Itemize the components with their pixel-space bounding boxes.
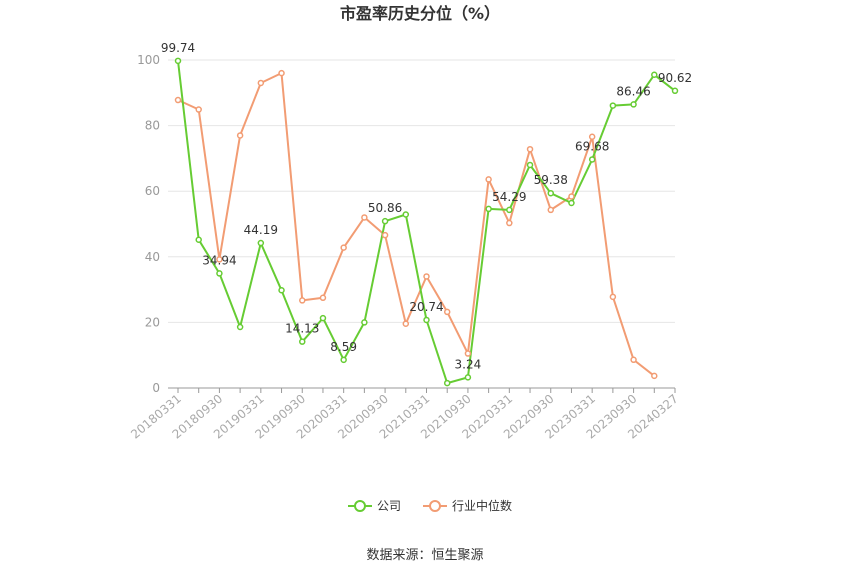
data-point — [485, 176, 492, 183]
data-point — [319, 314, 327, 322]
data-point — [443, 379, 451, 387]
data-point — [381, 217, 389, 225]
data-point — [319, 294, 327, 302]
data-point — [609, 102, 617, 109]
data-point — [257, 79, 265, 87]
data-point — [278, 287, 285, 294]
data-point — [340, 244, 347, 251]
data-point — [568, 199, 575, 207]
x-axis: 2018033120180930201903312019093020200331… — [128, 387, 681, 442]
data-point — [630, 356, 637, 364]
data-point — [568, 193, 575, 200]
data-point — [402, 211, 410, 218]
data-point — [174, 96, 182, 104]
data-label: 50.86 — [368, 201, 402, 215]
data-point — [236, 323, 244, 331]
data-label: 8.59 — [330, 340, 357, 354]
data-label: 44.19 — [244, 223, 278, 237]
data-point — [423, 273, 430, 280]
data-label: 14.13 — [285, 322, 319, 336]
data-label: 34.94 — [202, 253, 236, 267]
data-point — [547, 189, 554, 197]
data-point — [402, 320, 410, 327]
data-point — [506, 206, 513, 214]
chart-title: 市盈率历史分位（%） — [340, 4, 500, 23]
y-tick-label: 0 — [152, 381, 160, 395]
legend-item[interactable]: 行业中位数 — [423, 498, 512, 513]
series-points — [174, 57, 679, 387]
data-point — [609, 293, 617, 301]
legend-marker — [429, 500, 441, 512]
data-point — [651, 372, 658, 380]
data-point — [299, 338, 306, 345]
data-point — [299, 297, 306, 304]
data-point — [526, 161, 534, 169]
data-point — [236, 132, 244, 139]
data-label: 86.46 — [616, 84, 650, 98]
data-label: 99.74 — [161, 41, 195, 55]
series-line — [177, 60, 676, 385]
grid-lines — [168, 59, 675, 323]
data-point — [381, 231, 389, 239]
data-point — [340, 356, 347, 364]
source-note: 数据来源：恒生聚源 — [366, 548, 483, 563]
y-tick-label: 80 — [145, 119, 160, 133]
data-point — [526, 145, 534, 153]
y-tick-label: 100 — [137, 53, 160, 67]
data-label: 90.62 — [658, 71, 692, 85]
y-tick-label: 20 — [145, 315, 160, 329]
data-labels: 99.74 34.94 44.19 14.13 8.59 50.86 20.74 3.24 54… — [161, 41, 692, 372]
data-point — [278, 69, 285, 77]
data-label: 20.74 — [409, 300, 443, 314]
data-point — [216, 270, 223, 277]
data-point — [506, 219, 513, 227]
legend-label: 行业中位数 — [452, 498, 512, 513]
data-label: 59.38 — [534, 173, 568, 187]
y-axis: 0 20 40 60 80 100 — [137, 53, 160, 395]
y-tick-label: 60 — [145, 184, 160, 198]
data-label: 54.29 — [492, 190, 526, 204]
data-point — [464, 374, 472, 381]
data-point — [485, 205, 492, 213]
data-point — [671, 87, 679, 95]
legend-marker — [354, 500, 366, 512]
data-point — [195, 106, 202, 113]
data-point — [174, 57, 182, 65]
data-point — [216, 256, 223, 263]
legend-label: 公司 — [377, 499, 401, 513]
legend[interactable]: 公司 行业中位数 — [348, 498, 512, 513]
y-tick-label: 40 — [145, 250, 160, 264]
data-point — [195, 236, 202, 243]
data-label: 69.68 — [575, 139, 609, 153]
data-point — [630, 101, 637, 108]
legend-item[interactable]: 公司 — [348, 499, 401, 513]
data-point — [464, 350, 472, 357]
series-lines — [177, 60, 676, 385]
data-point — [361, 319, 368, 326]
data-point — [361, 214, 368, 221]
data-point — [423, 316, 430, 324]
data-point — [588, 133, 596, 141]
data-point — [547, 206, 554, 214]
data-point — [443, 308, 451, 316]
data-label: 3.24 — [455, 357, 482, 371]
data-point — [651, 71, 658, 79]
data-point — [588, 156, 596, 163]
series-line — [177, 72, 655, 377]
data-point — [257, 239, 265, 247]
